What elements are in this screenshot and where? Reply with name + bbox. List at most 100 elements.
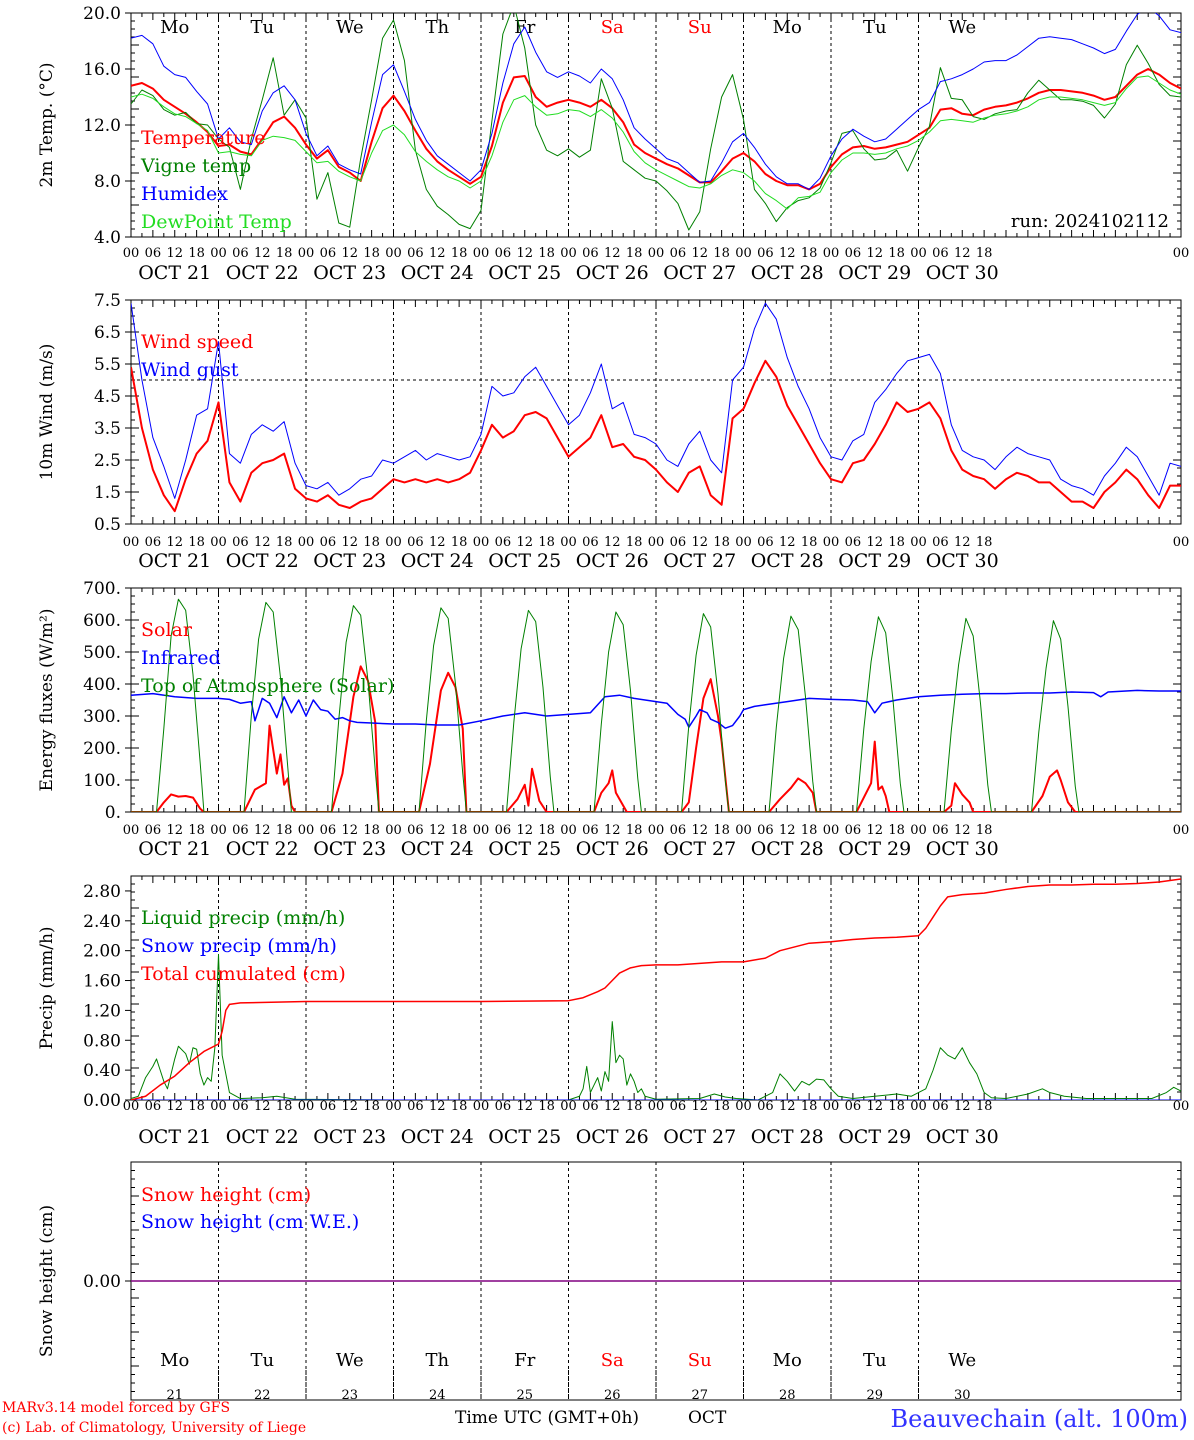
y-tick-label: 1.5 [94, 483, 121, 503]
date-label: OCT 30 [926, 838, 999, 860]
hour-tick-label: 12 [954, 246, 971, 261]
hour-tick-label: 00 [123, 823, 140, 838]
hour-tick-label: 00 [910, 823, 927, 838]
hour-tick-label: 00 [823, 246, 840, 261]
legend-entry: Total cumulated (cm) [141, 963, 346, 985]
hour-tick-label: 12 [341, 1099, 358, 1114]
hour-tick-label: 12 [691, 246, 708, 261]
hour-tick-label: 00 [560, 246, 577, 261]
y-tick-label: 100. [83, 771, 121, 791]
weekday-label: Tu [250, 1350, 274, 1371]
hour-tick-label: 00 [123, 1099, 140, 1114]
series-line-total-cumulated-cm [131, 878, 1181, 1100]
hour-tick-label: 18 [713, 246, 730, 261]
weekday-label: Mo [773, 17, 802, 38]
hour-tick-label: 12 [429, 823, 446, 838]
y-tick-label: 600. [83, 611, 121, 631]
legend-entry: Top of Atmosphere (Solar) [141, 675, 394, 697]
y-tick-label: 0.00 [83, 1272, 121, 1292]
weekday-label: Su [688, 17, 712, 38]
model-credit: MARv3.14 model forced by GFS [2, 1400, 230, 1416]
weekday-label: Mo [160, 17, 189, 38]
date-label: OCT 27 [663, 1126, 736, 1148]
y-axis-label: Snow height (cm) [37, 1205, 57, 1357]
hour-tick-label: 00 [648, 246, 665, 261]
series-group [131, 878, 1181, 1100]
hour-tick-label: 18 [188, 823, 205, 838]
hour-tick-label: 00 [385, 823, 402, 838]
weekday-label: Sa [601, 1350, 624, 1371]
date-label: OCT 25 [488, 1126, 561, 1148]
hour-tick-label: 12 [604, 246, 621, 261]
short-date-label: 28 [779, 1388, 796, 1403]
hour-tick-label: 12 [779, 535, 796, 550]
hour-tick-label: 00 [1173, 823, 1190, 838]
y-tick-label: 12.0 [83, 116, 121, 136]
hour-tick-label: 00 [298, 1099, 315, 1114]
hour-tick-label: 00 [823, 823, 840, 838]
hour-tick-label: 18 [276, 535, 293, 550]
hour-tick-label: 06 [670, 246, 687, 261]
hour-tick-label: 06 [407, 823, 424, 838]
date-label: OCT 22 [226, 838, 299, 860]
hour-tick-label: 12 [954, 535, 971, 550]
date-label: OCT 26 [576, 1126, 649, 1148]
date-label: OCT 23 [313, 550, 386, 572]
hour-tick-label: 12 [604, 1099, 621, 1114]
date-label: OCT 23 [313, 262, 386, 284]
plot-frame [130, 299, 1182, 525]
series-line-infrared [131, 689, 1181, 729]
date-label: OCT 26 [576, 838, 649, 860]
weekday-label: Tu [863, 1350, 887, 1371]
hour-tick-label: 12 [516, 535, 533, 550]
hour-tick-label: 18 [451, 246, 468, 261]
short-date-label: 29 [866, 1388, 883, 1403]
hour-tick-label: 18 [538, 535, 555, 550]
hour-tick-label: 00 [210, 535, 227, 550]
hour-tick-label: 12 [954, 823, 971, 838]
hour-tick-label: 06 [757, 246, 774, 261]
legend-entry: Liquid precip (mm/h) [141, 907, 345, 929]
copyright-credit: (c) Lab. of Climatology, University of L… [2, 1420, 306, 1436]
y-tick-label: 200. [83, 739, 121, 759]
hour-tick-label: 12 [341, 535, 358, 550]
legend-entry: Infrared [141, 647, 221, 669]
hour-tick-label: 18 [451, 823, 468, 838]
hour-tick-label: 18 [188, 535, 205, 550]
hour-tick-label: 12 [866, 535, 883, 550]
date-label: OCT 29 [838, 550, 911, 572]
hour-tick-label: 06 [582, 535, 599, 550]
hour-tick-label: 00 [1173, 246, 1190, 261]
hour-tick-label: 12 [254, 535, 271, 550]
hour-tick-label: 06 [495, 246, 512, 261]
date-label: OCT 24 [401, 262, 474, 284]
short-date-label: 26 [604, 1388, 621, 1403]
date-label: OCT 28 [751, 262, 824, 284]
hour-tick-label: 12 [166, 1099, 183, 1114]
hour-tick-label: 12 [779, 1099, 796, 1114]
y-tick-label: 0. [105, 803, 121, 823]
hour-tick-label: 06 [670, 535, 687, 550]
hour-tick-label: 06 [320, 823, 337, 838]
hour-tick-label: 12 [604, 535, 621, 550]
date-label: OCT 25 [488, 838, 561, 860]
hour-tick-label: 06 [932, 823, 949, 838]
y-tick-label: 0.00 [83, 1091, 121, 1111]
y-tick-label: 300. [83, 707, 121, 727]
legend-entry: Wind gust [141, 359, 239, 381]
short-date-label: 25 [516, 1388, 533, 1403]
hour-tick-label: 00 [823, 535, 840, 550]
panel-temp: 4.08.012.016.020.02m Temp. (°C)Mo Tu We Th F… [37, 4, 1189, 284]
plot-frame [130, 12, 1182, 238]
y-tick-label: 2.40 [83, 912, 121, 932]
y-tick-label: 6.5 [94, 323, 121, 343]
hour-tick-label: 18 [801, 1099, 818, 1114]
hour-tick-label: 06 [320, 1099, 337, 1114]
hour-tick-label: 18 [713, 535, 730, 550]
station-name: Beauvechain (alt. 100m) [890, 1405, 1188, 1433]
legend-entry: Snow height (cm W.E.) [141, 1211, 359, 1233]
date-label: OCT 30 [926, 1126, 999, 1148]
y-tick-label: 4.0 [94, 228, 121, 248]
hour-tick-label: 00 [910, 1099, 927, 1114]
